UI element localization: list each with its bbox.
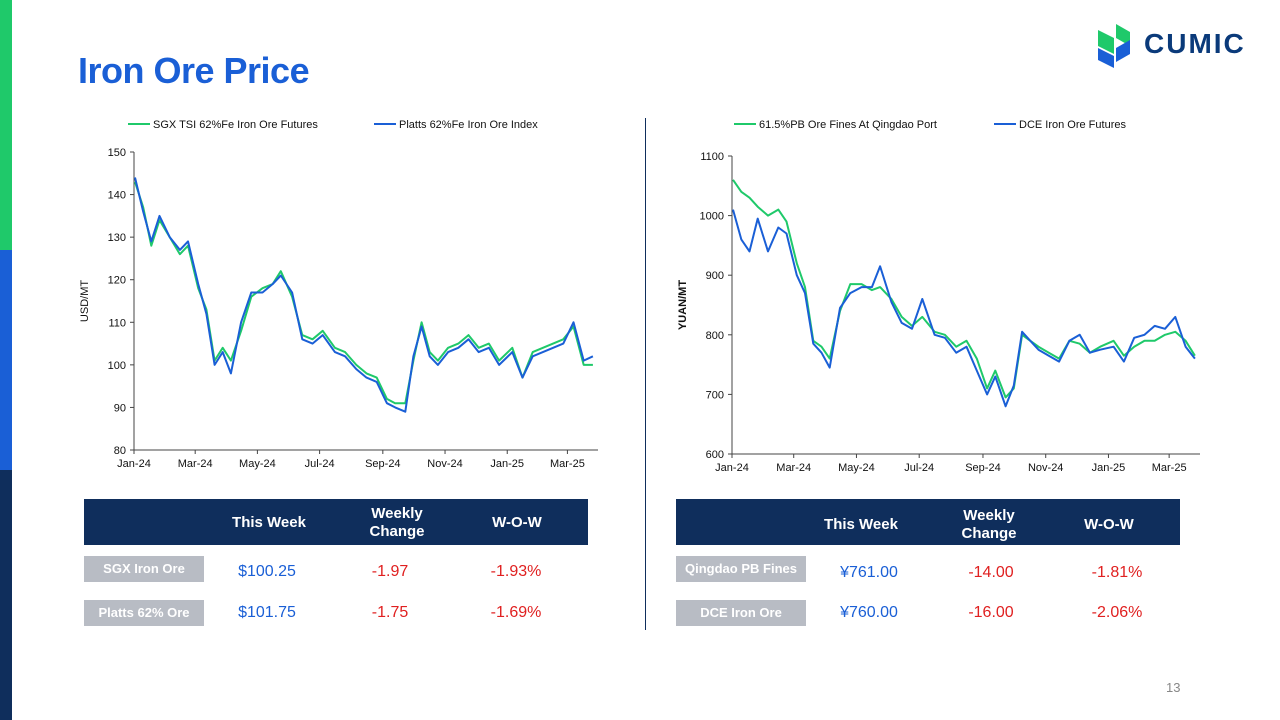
legend-label: SGX TSI 62%Fe Iron Ore Futures xyxy=(153,119,318,131)
y-tick-label: 100 xyxy=(108,360,126,372)
x-tick-label: Nov-24 xyxy=(1028,462,1063,474)
x-tick-label: May-24 xyxy=(838,462,875,474)
this-week-value: $101.75 xyxy=(238,604,296,621)
wow-value: -1.81% xyxy=(1091,564,1143,581)
x-tick-label: Jan-24 xyxy=(117,458,151,470)
weekly-change-value: -1.75 xyxy=(371,604,409,621)
this-week-value: ¥760.00 xyxy=(840,604,898,621)
wow-value: -2.06% xyxy=(1091,604,1143,621)
wow-value: -1.69% xyxy=(490,604,542,621)
this-week-value: ¥761.00 xyxy=(840,564,898,581)
weekly-change-value: -16.00 xyxy=(968,604,1014,621)
header-this-week: This Week xyxy=(232,514,306,531)
header-weekly-change: Weekly Change xyxy=(369,505,425,540)
legend-label: DCE Iron Ore Futures xyxy=(1019,119,1126,131)
row-label: DCE Iron Ore xyxy=(676,600,806,626)
y-tick-label: 700 xyxy=(706,389,724,401)
y-tick-label: 140 xyxy=(108,190,126,202)
chart-iron-ore-usd: 80 90 100 110 120 130 140 150 Jan-24 Mar-24 May-24… xyxy=(79,119,598,470)
x-tick-label: Jul-24 xyxy=(904,462,934,474)
header-wow: W-O-W xyxy=(1084,516,1134,533)
weekly-change-value: -14.00 xyxy=(968,564,1014,581)
x-tick-label: Mar-24 xyxy=(776,462,811,474)
row-label: Qingdao PB Fines xyxy=(676,556,806,582)
y-tick-label: 1100 xyxy=(700,151,724,163)
row-label: Platts 62% Ore xyxy=(84,600,204,626)
page-title: Iron Ore Price xyxy=(78,50,310,91)
x-tick-label: Sep-24 xyxy=(965,462,1000,474)
x-tick-label: Jan-25 xyxy=(490,458,524,470)
y-tick-label: 110 xyxy=(108,317,126,329)
series-line-green xyxy=(732,179,1196,399)
y-tick-label: 1000 xyxy=(700,211,724,223)
left-table-header: This Week Weekly Change W-O-W xyxy=(84,499,588,545)
x-tick-label: Jan-25 xyxy=(1092,462,1126,474)
series-line-blue xyxy=(134,177,594,413)
legend-label: 61.5%PB Ore Fines At Qingdao Port xyxy=(759,119,937,131)
y-tick-label: 150 xyxy=(108,147,126,159)
right-table-header: This Week Weekly Change W-O-W xyxy=(676,499,1180,545)
y-tick-label: 600 xyxy=(706,449,724,461)
x-tick-label: Nov-24 xyxy=(427,458,462,470)
series-line-blue xyxy=(732,209,1196,408)
page-number: 13 xyxy=(1166,680,1181,695)
header-wow: W-O-W xyxy=(492,514,542,531)
x-tick-label: Mar-24 xyxy=(178,458,213,470)
this-week-value: $100.25 xyxy=(238,563,296,580)
y-tick-label: 80 xyxy=(114,445,126,457)
x-tick-label: Mar-25 xyxy=(1152,462,1187,474)
header-weekly-change: Weekly Change xyxy=(961,507,1017,542)
logo-text: CUMIC xyxy=(1144,28,1246,59)
x-tick-label: Sep-24 xyxy=(365,458,400,470)
weekly-change-value: -1.97 xyxy=(371,563,409,580)
x-tick-label: May-24 xyxy=(239,458,276,470)
logo-icon xyxy=(1098,24,1130,68)
chart-iron-ore-yuan: 600 700 800 900 1000 1100 Jan-24 Mar-24 May-24 Ju… xyxy=(677,119,1200,474)
y-tick-label: 130 xyxy=(108,232,126,244)
x-tick-label: Mar-25 xyxy=(550,458,585,470)
y-axis-label: USD/MT xyxy=(79,280,91,322)
y-tick-label: 120 xyxy=(108,275,126,287)
company-logo: CUMIC xyxy=(1096,20,1256,70)
row-label: SGX Iron Ore xyxy=(84,556,204,582)
left-accent-bar xyxy=(0,0,12,720)
legend-label: Platts 62%Fe Iron Ore Index xyxy=(399,119,538,131)
y-tick-label: 900 xyxy=(706,270,724,282)
y-axis-label: YUAN/MT xyxy=(677,280,689,330)
x-tick-label: Jul-24 xyxy=(305,458,335,470)
y-tick-label: 90 xyxy=(114,402,126,414)
y-tick-label: 800 xyxy=(706,330,724,342)
x-tick-label: Jan-24 xyxy=(715,462,749,474)
center-divider xyxy=(645,118,646,630)
wow-value: -1.93% xyxy=(490,563,542,580)
series-line-green xyxy=(134,181,593,405)
header-this-week: This Week xyxy=(824,516,898,533)
